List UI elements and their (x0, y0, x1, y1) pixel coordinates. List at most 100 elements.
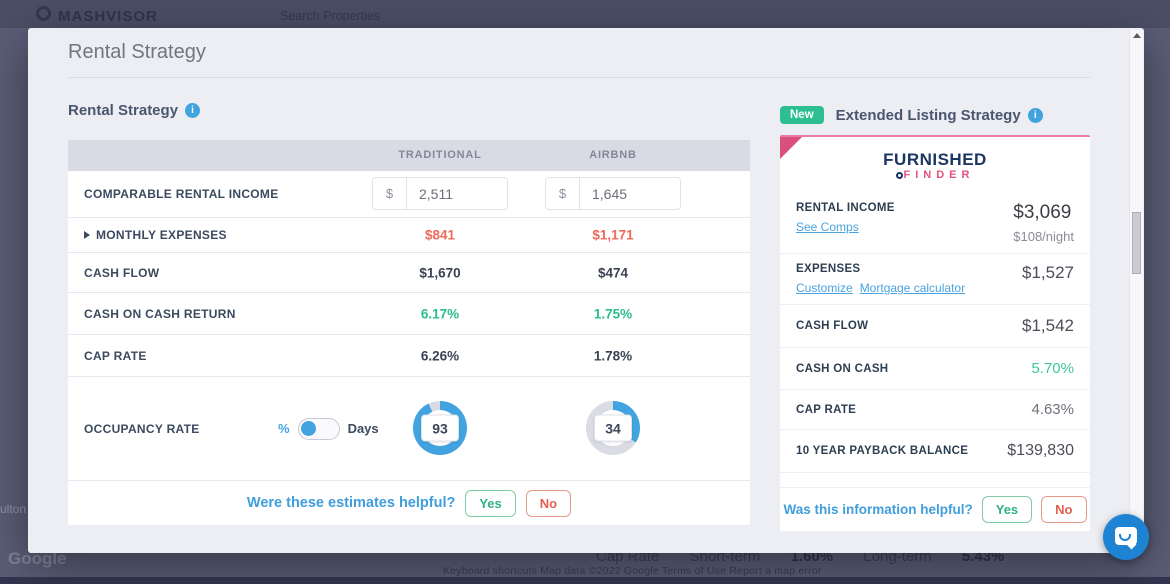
info-no-button[interactable]: No (1041, 496, 1087, 523)
chat-bubble-icon (1115, 527, 1137, 545)
cash-flow-traditional: $1,670 (419, 265, 461, 280)
extended-listing-section-header: New Extended Listing Strategy i (780, 106, 1043, 124)
rental-income-label: RENTAL INCOME (796, 202, 895, 214)
toggle-days-label[interactable]: Days (347, 421, 379, 436)
payback-balance-label: 10 YEAR PAYBACK BALANCE (796, 445, 969, 457)
cash-flow-label: CASH FLOW (796, 320, 869, 332)
list-item: RENTAL INCOME See Comps $3,069 $108/nigh… (780, 193, 1090, 254)
rental-strategy-table: TRADITIONAL AIRBNB COMPARABLE RENTAL INC… (68, 140, 750, 525)
furnished-finder-logo-text: FINDER (903, 169, 975, 181)
cash-flow-value: $1,542 (1022, 316, 1074, 335)
rental-strategy-section-title: Rental Strategy (68, 102, 179, 119)
estimates-no-button[interactable]: No (525, 489, 572, 517)
occupancy-value-airbnb[interactable]: 34 (594, 414, 632, 442)
estimates-feedback-question: Were these estimates helpful? (246, 495, 456, 511)
payback-balance-value: $139,830 (1007, 442, 1074, 459)
list-item: EXPENSES Customize Mortgage calculator $… (780, 254, 1090, 305)
list-item: CASH ON CASH 5.70% (780, 348, 1090, 390)
scrollbar-thumb[interactable] (1132, 212, 1141, 274)
airbnb-income-input[interactable] (580, 178, 670, 209)
row-label-cash-flow: CASH FLOW (84, 265, 160, 280)
furnished-finder-logo-line1: FURNISHED (883, 150, 987, 169)
background-nav-item: Search Properties (280, 9, 381, 23)
scrollbar-up-arrow-icon[interactable] (1132, 33, 1141, 38)
list-item: 10 YEAR PAYBACK BALANCE $139,830 (780, 430, 1090, 473)
furnished-finder-logo: FURNISHED FINDER (780, 137, 1090, 193)
mashvisor-logo-icon (36, 6, 51, 21)
modal-scrollbar[interactable] (1129, 30, 1143, 551)
expenses-label-block: EXPENSES Customize Mortgage calculator (796, 263, 965, 295)
info-feedback-question: Was this information helpful? (783, 502, 973, 517)
column-header-traditional: TRADITIONAL (398, 149, 482, 161)
cash-on-cash-label: CASH ON CASH (796, 362, 889, 375)
traditional-income-input[interactable] (407, 178, 497, 209)
list-item: CASH FLOW $1,542 (780, 305, 1090, 348)
row-label-comparable-rental-income: COMPARABLE RENTAL INCOME (84, 187, 279, 201)
table-row: CAP RATE 6.26% 1.78% (68, 335, 750, 377)
cap-rate-airbnb: 1.78% (593, 348, 633, 363)
rental-income-value: $3,069 (1013, 202, 1072, 223)
info-yes-button[interactable]: Yes (981, 496, 1033, 523)
customize-link[interactable]: Customize (796, 281, 853, 295)
row-label-occupancy-rate: OCCUPANCY RATE (84, 421, 200, 436)
info-feedback-bar: Was this information helpful? Yes No (780, 487, 1090, 531)
table-header-row: TRADITIONAL AIRBNB (68, 140, 750, 171)
toggle-knob[interactable] (300, 420, 316, 436)
map-attribution: Keyboard shortcuts Map data ©2022 Google… (443, 565, 822, 577)
info-icon[interactable]: i (185, 103, 201, 118)
column-header-airbnb: AIRBNB (589, 149, 637, 161)
traditional-income-input-group: $ (372, 177, 508, 210)
rental-strategy-modal: Rental Strategy Rental Strategy i TRADIT… (28, 28, 1144, 553)
occupancy-toggle-group: % Days (278, 417, 379, 440)
row-label-cap-rate: CAP RATE (84, 348, 147, 363)
extended-listing-title-wrap: Extended Listing Strategy i (836, 107, 1043, 124)
table-row: OCCUPANCY RATE % Days 93 34 (68, 377, 750, 480)
expand-arrow-icon[interactable] (84, 231, 90, 239)
mashvisor-logo: MASHVISOR (58, 8, 158, 25)
cash-on-cash-traditional: 6.17% (420, 306, 460, 321)
rental-income-per-night: $108/night (1013, 229, 1074, 244)
toggle-percent-label[interactable]: % (278, 421, 290, 436)
background-bottom-strip (0, 577, 1170, 584)
occupancy-donut-traditional: 93 (413, 401, 467, 455)
extended-listing-card: FURNISHED FINDER RENTAL INCOME See Comps… (780, 135, 1090, 531)
monthly-expenses-traditional: $841 (424, 227, 456, 243)
modal-title: Rental Strategy (68, 41, 206, 63)
estimates-feedback-bar: Were these estimates helpful? Yes No (68, 480, 750, 525)
occupancy-value-traditional[interactable]: 93 (421, 414, 459, 442)
key-icon (895, 171, 903, 179)
modal-title-divider (68, 77, 1090, 78)
row-label-monthly-expenses[interactable]: MONTHLY EXPENSES (84, 228, 227, 242)
extended-cap-rate-label: CAP RATE (796, 403, 857, 416)
google-logo: Google (8, 549, 67, 568)
cash-on-cash-value: 5.70% (1031, 360, 1074, 377)
monthly-expenses-label: MONTHLY EXPENSES (96, 228, 227, 242)
mortgage-calculator-link[interactable]: Mortgage calculator (859, 281, 966, 295)
table-row: MONTHLY EXPENSES $841 $1,171 (68, 218, 750, 253)
row-label-cash-on-cash-return: CASH ON CASH RETURN (84, 306, 236, 321)
estimates-yes-button[interactable]: Yes (465, 489, 516, 517)
table-row: COMPARABLE RENTAL INCOME $ $ (68, 171, 750, 218)
cash-on-cash-airbnb: 1.75% (593, 306, 633, 321)
see-comps-link[interactable]: See Comps (796, 220, 859, 234)
extended-cap-rate-value: 4.63% (1031, 401, 1074, 418)
rental-income-value-block: $3,069 $108/night (1013, 202, 1074, 244)
expenses-label: EXPENSES (796, 263, 861, 275)
info-icon[interactable]: i (1027, 107, 1043, 123)
table-row: CASH FLOW $1,670 $474 (68, 253, 750, 293)
cash-flow-airbnb: $474 (597, 265, 629, 280)
chat-smile-icon (1119, 534, 1131, 541)
rental-income-label-block: RENTAL INCOME See Comps (796, 202, 895, 236)
percent-days-toggle[interactable] (297, 417, 340, 440)
rental-strategy-section-header: Rental Strategy i (68, 102, 201, 119)
cap-rate-traditional: 6.26% (420, 348, 460, 363)
chat-launcher-button[interactable] (1103, 514, 1149, 560)
extended-listing-title: Extended Listing Strategy (835, 106, 1021, 124)
background-map-label: ulton (0, 502, 27, 516)
background-topbar (0, 0, 1170, 28)
list-item: CAP RATE 4.63% (780, 390, 1090, 430)
currency-prefix: $ (373, 178, 407, 209)
new-badge: New (780, 106, 824, 124)
airbnb-income-input-group: $ (545, 177, 681, 210)
table-row: CASH ON CASH RETURN 6.17% 1.75% (68, 293, 750, 335)
